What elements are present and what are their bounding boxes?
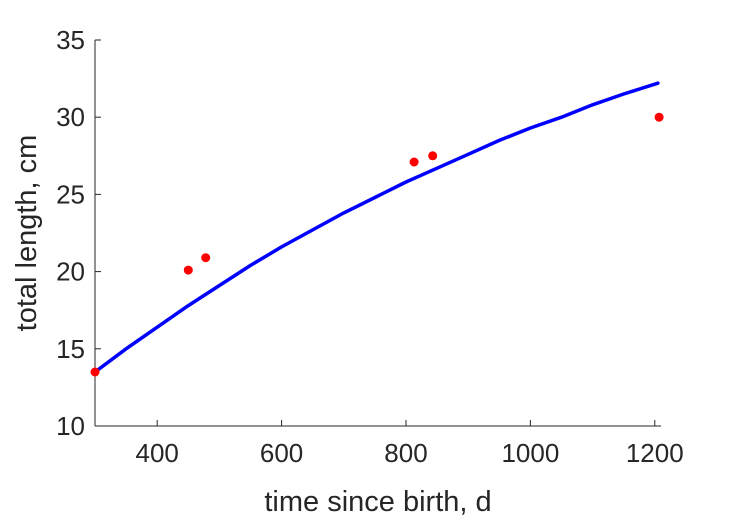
x-axis-label: time since birth, d: [264, 486, 491, 518]
data-point: [183, 265, 193, 275]
x-tick-label: 400: [136, 438, 179, 468]
y-tick-label: 35: [56, 25, 85, 55]
y-tick-label: 20: [56, 257, 85, 287]
data-point: [409, 157, 419, 167]
axes: [94, 40, 661, 427]
fit-curve: [93, 81, 660, 374]
x-tick-label: 1000: [501, 438, 559, 468]
data-point: [654, 112, 664, 122]
data-point: [428, 151, 438, 161]
x-ticks: 400 600 800 1000 1200: [136, 420, 684, 468]
y-axis-label: total length, cm: [11, 135, 43, 332]
data-point: [201, 253, 211, 263]
y-tick-label: 25: [56, 179, 85, 209]
x-tick-label: 800: [384, 438, 427, 468]
series-layer: [90, 81, 664, 377]
data-point: [90, 367, 100, 377]
x-tick-label: 1200: [626, 438, 684, 468]
y-tick-label: 30: [56, 102, 85, 132]
y-ticks: 10 15 20 25 30 35: [56, 25, 101, 441]
y-tick-label: 10: [56, 411, 85, 441]
y-tick-label: 15: [56, 334, 85, 364]
x-tick-label: 600: [260, 438, 303, 468]
